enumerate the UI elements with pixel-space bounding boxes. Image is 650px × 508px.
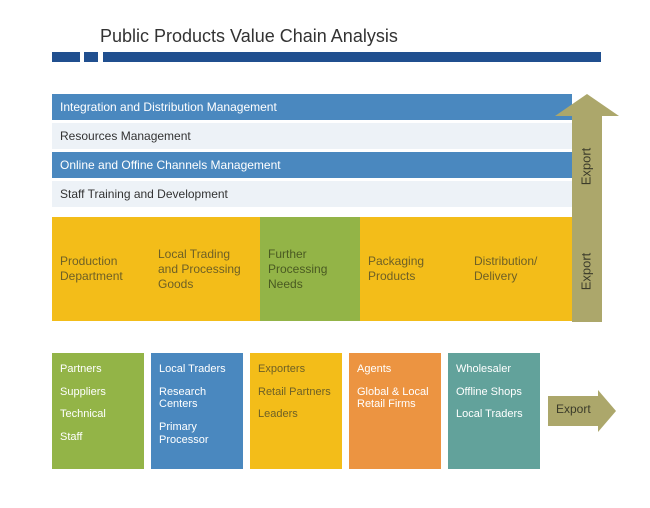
actor-item: Local Traders — [456, 408, 532, 421]
primary-activities-row: Production DepartmentLocal Trading and P… — [52, 217, 572, 321]
arrow-shaft — [572, 112, 602, 322]
actor-box: Wholesaler Offline Shops Local Traders — [448, 353, 540, 469]
export-arrow-large: Export Export — [572, 94, 636, 322]
actor-item: Primary Processor — [159, 421, 235, 446]
title-rule-segment — [52, 52, 80, 62]
primary-activity-cell: Packaging Products — [360, 217, 466, 321]
actor-item: Exporters — [258, 363, 334, 376]
support-activity-band: Resources Management — [52, 123, 572, 149]
actor-item: Global & Local Retail Firms — [357, 386, 433, 411]
actor-box: Agents Global & Local Retail Firms — [349, 353, 441, 469]
actor-item: Offline Shops — [456, 386, 532, 399]
actor-item: Partners — [60, 363, 136, 376]
arrow-head — [598, 390, 616, 432]
arrow-label: Export — [578, 148, 593, 186]
actors-row: Partners Suppliers Technical Staff Local Tra… — [52, 353, 540, 469]
actor-item: Suppliers — [60, 386, 136, 399]
primary-activity-cell: Local Trading and Processing Goods — [150, 217, 260, 321]
support-activity-band: Staff Training and Development — [52, 181, 572, 207]
actor-item: Research Centers — [159, 386, 235, 411]
actor-item: Agents — [357, 363, 433, 376]
actor-item: Staff — [60, 431, 136, 444]
primary-activity-cell: Production Department — [52, 217, 150, 321]
support-activity-band: Online and Offine Channels Management — [52, 152, 572, 178]
actor-item: Leaders — [258, 408, 334, 421]
actor-box: Local Traders Research Centers Primary Pro… — [151, 353, 243, 469]
value-chain-diagram: Public Products Value Chain Analysis Int… — [0, 0, 650, 508]
actor-item: Technical — [60, 408, 136, 421]
export-arrow-small: Export — [548, 390, 616, 432]
arrow-label: Export — [578, 253, 593, 291]
page-title: Public Products Value Chain Analysis — [100, 26, 398, 47]
support-activity-band: Integration and Distribution Management — [52, 94, 572, 120]
actor-item: Wholesaler — [456, 363, 532, 376]
primary-activity-cell: Further Processing Needs — [260, 217, 360, 321]
actor-item: Retail Partners — [258, 386, 334, 399]
primary-activity-cell: Distribution/ Delivery — [466, 217, 572, 321]
actor-box: Exporters Retail Partners Leaders — [250, 353, 342, 469]
arrow-label: Export — [556, 402, 591, 416]
title-rule-segment — [103, 52, 601, 62]
title-rule-segment — [84, 52, 98, 62]
actor-box: Partners Suppliers Technical Staff — [52, 353, 144, 469]
actor-item: Local Traders — [159, 363, 235, 376]
